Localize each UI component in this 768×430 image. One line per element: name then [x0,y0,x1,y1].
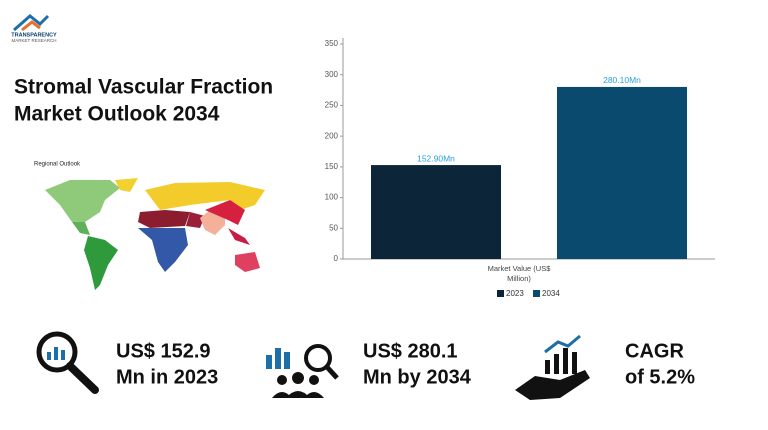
legend-label: 2034 [542,289,560,298]
stat-text: US$ 280.1 [363,340,458,362]
logo-subtext: MARKET RESEARCH [12,38,57,43]
stat-text: US$ 152.9 [116,340,211,362]
world-map [45,178,265,290]
stat-text: Mn in 2023 [116,366,218,388]
hand-growth-icon [515,334,590,400]
title-line: Market Outlook 2034 [14,103,220,126]
y-tick-label: 100 [325,193,339,202]
stat-text: of 5.2% [625,366,695,388]
logo-text: TRANSPARENCY [11,32,57,38]
legend-swatch [497,290,504,297]
title-line: Stromal Vascular Fraction [14,76,273,99]
y-tick-label: 0 [334,254,339,263]
stat-text: CAGR [625,340,684,362]
y-tick-label: 150 [325,162,339,171]
x-category-label: Market Value (US$ Million) [487,264,551,283]
magnifier-icon [36,331,99,394]
people-chart-icon [266,344,339,398]
y-tick-label: 250 [325,101,339,110]
bar [557,86,687,259]
value-label: 280.10Mn [603,75,641,85]
logo-mark [13,14,50,32]
stat-text: Mn by 2034 [363,366,472,388]
legend-swatch [533,290,540,297]
map-label: Regional Outlook [34,162,81,168]
y-tick-label: 50 [329,223,338,232]
legend-label: 2023 [506,289,524,298]
value-label: 152.90Mn [417,153,455,163]
y-tick-label: 300 [325,70,339,79]
y-tick-label: 350 [325,39,339,48]
y-tick-label: 200 [325,131,339,140]
bar [371,165,501,259]
